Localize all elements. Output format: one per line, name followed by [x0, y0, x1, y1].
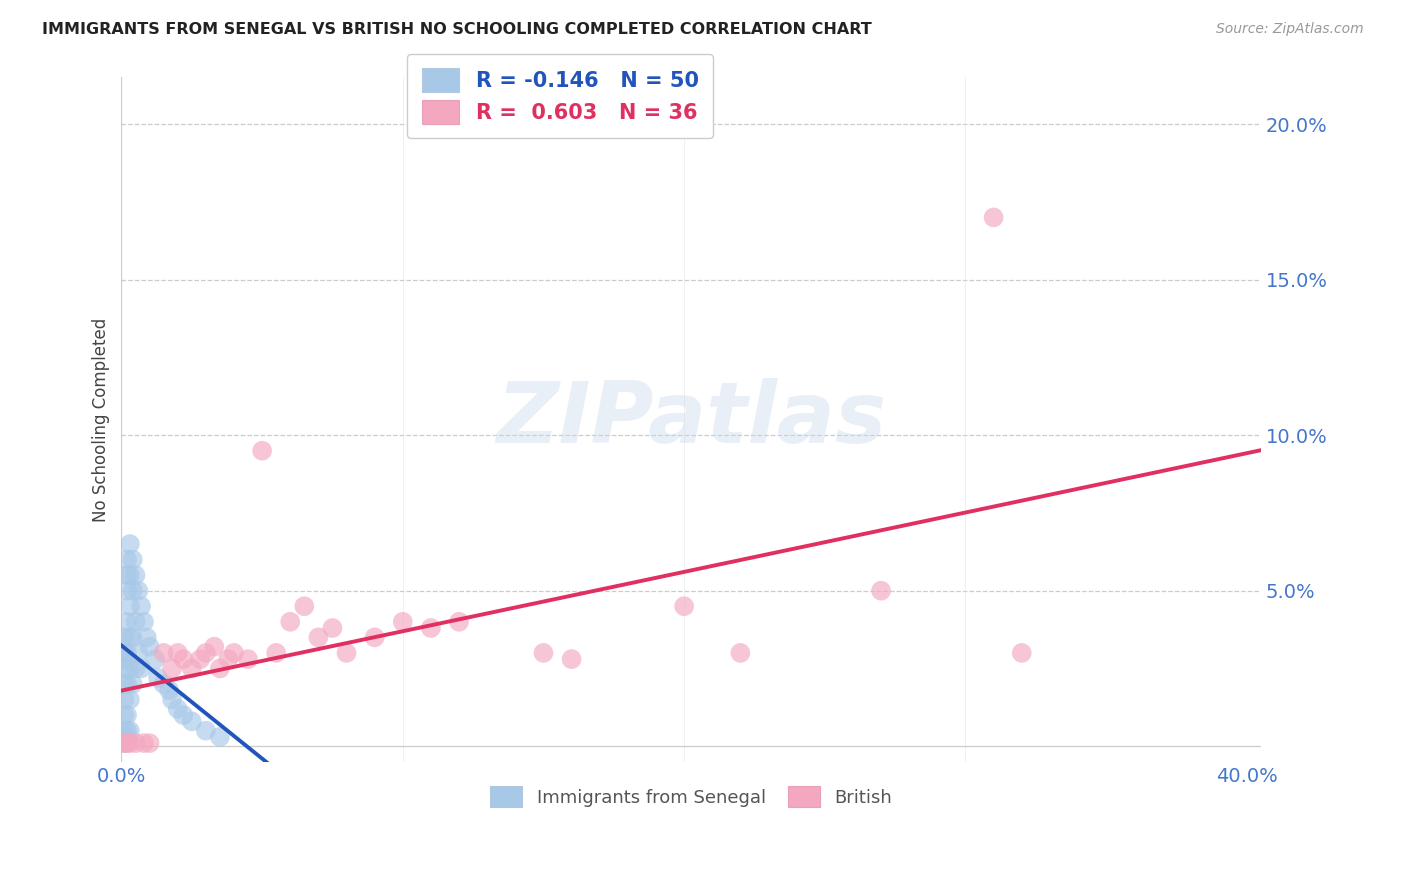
Point — [112, 736, 135, 750]
Point — [202, 640, 225, 654]
Point — [112, 723, 135, 738]
Text: ZIPatlas: ZIPatlas — [496, 378, 886, 461]
Point — [124, 568, 146, 582]
Point — [129, 661, 152, 675]
Point — [112, 730, 135, 744]
Point — [115, 723, 138, 738]
Point — [561, 652, 583, 666]
Point — [391, 615, 413, 629]
Point — [112, 692, 135, 706]
Point — [533, 646, 555, 660]
Point — [118, 599, 141, 614]
Point — [127, 646, 149, 660]
Point — [129, 599, 152, 614]
Point — [166, 702, 188, 716]
Point — [180, 661, 202, 675]
Point — [447, 615, 470, 629]
Point — [112, 652, 135, 666]
Point — [222, 646, 245, 660]
Point — [157, 683, 180, 698]
Point — [143, 652, 166, 666]
Point — [121, 552, 143, 566]
Point — [115, 733, 138, 747]
Point — [135, 631, 157, 645]
Point — [172, 652, 194, 666]
Point — [115, 736, 138, 750]
Point — [121, 583, 143, 598]
Point — [146, 671, 169, 685]
Point — [112, 646, 135, 660]
Point — [673, 599, 696, 614]
Point — [250, 443, 273, 458]
Point — [118, 723, 141, 738]
Point — [730, 646, 752, 660]
Point — [217, 652, 239, 666]
Point — [307, 631, 329, 645]
Point — [121, 677, 143, 691]
Point — [138, 640, 160, 654]
Point — [152, 677, 174, 691]
Text: IMMIGRANTS FROM SENEGAL VS BRITISH NO SCHOOLING COMPLETED CORRELATION CHART: IMMIGRANTS FROM SENEGAL VS BRITISH NO SC… — [42, 22, 872, 37]
Point — [1011, 646, 1033, 660]
Point — [194, 646, 217, 660]
Point — [132, 736, 155, 750]
Point — [118, 537, 141, 551]
Point — [124, 736, 146, 750]
Point — [264, 646, 287, 660]
Point — [236, 652, 259, 666]
Point — [112, 736, 135, 750]
Point — [363, 631, 385, 645]
Point — [121, 631, 143, 645]
Legend: Immigrants from Senegal, British: Immigrants from Senegal, British — [482, 779, 900, 814]
Point — [132, 615, 155, 629]
Point — [335, 646, 357, 660]
Point — [115, 646, 138, 660]
Point — [321, 621, 343, 635]
Point — [172, 708, 194, 723]
Point — [152, 646, 174, 660]
Point — [124, 661, 146, 675]
Point — [870, 583, 893, 598]
Point — [115, 615, 138, 629]
Point — [160, 692, 183, 706]
Point — [188, 652, 211, 666]
Point — [118, 736, 141, 750]
Point — [208, 661, 231, 675]
Point — [419, 621, 441, 635]
Point — [118, 568, 141, 582]
Point — [124, 615, 146, 629]
Point — [118, 661, 141, 675]
Point — [278, 615, 301, 629]
Point — [292, 599, 315, 614]
Point — [112, 631, 135, 645]
Point — [194, 723, 217, 738]
Y-axis label: No Schooling Completed: No Schooling Completed — [93, 318, 110, 522]
Point — [115, 583, 138, 598]
Point — [112, 708, 135, 723]
Point — [160, 661, 183, 675]
Point — [166, 646, 188, 660]
Point — [127, 583, 149, 598]
Point — [208, 730, 231, 744]
Point — [983, 211, 1005, 225]
Point — [115, 677, 138, 691]
Point — [118, 631, 141, 645]
Point — [112, 661, 135, 675]
Point — [180, 714, 202, 729]
Point — [112, 677, 135, 691]
Point — [138, 736, 160, 750]
Text: Source: ZipAtlas.com: Source: ZipAtlas.com — [1216, 22, 1364, 37]
Point — [118, 692, 141, 706]
Point — [115, 568, 138, 582]
Point — [115, 552, 138, 566]
Point — [115, 708, 138, 723]
